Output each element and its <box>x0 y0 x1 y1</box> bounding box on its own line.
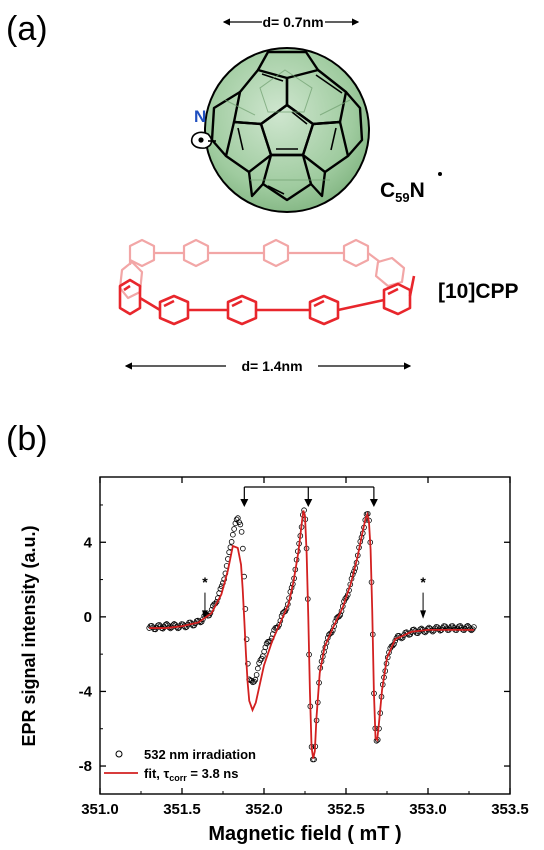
legend: 532 nm irradiation fit, τcorr = 3.8 ns <box>104 747 256 783</box>
legend-label-fit: fit, τcorr = 3.8 ns <box>144 766 238 783</box>
y-axis-ticks: -8 -4 0 4 <box>79 504 510 775</box>
panel-a-diagram: d= 0.7nm <box>118 14 519 374</box>
cpp-name-label: [10]CPP <box>438 280 519 303</box>
data-point <box>248 677 255 684</box>
data-point <box>235 515 241 521</box>
x-axis-ticks: 351.0 351.5 352.0 352.5 353.0 353.5 <box>81 477 529 818</box>
data-point <box>200 616 206 622</box>
data-point <box>163 621 170 627</box>
y-axis-label: EPR signal intensity (a.u.) <box>19 525 39 746</box>
epr-chart: 351.0 351.5 352.0 352.5 353.0 353.5 -8-404 * *… <box>19 476 529 845</box>
data-point <box>243 636 250 643</box>
asterisk-arrowhead <box>420 610 427 619</box>
fullerene-name-label: C59N <box>380 172 442 205</box>
panel-b-label: (b) <box>6 420 48 458</box>
x-tick-label: 351.0 <box>81 801 119 818</box>
bracket-arrowhead <box>304 499 313 507</box>
data-point <box>421 628 427 635</box>
y-tick-label: 0 <box>84 609 92 626</box>
data-point <box>253 672 260 678</box>
data-point <box>457 623 463 629</box>
fullerene-diameter-label: d= 0.7nm <box>262 14 323 30</box>
data-point <box>464 623 471 629</box>
data-point <box>228 539 235 545</box>
lone-pair-icon <box>190 131 216 149</box>
data-point <box>257 657 264 663</box>
bracket-arrowhead <box>240 499 249 507</box>
data-point <box>237 521 244 528</box>
x-tick-label: 353.5 <box>491 801 529 818</box>
cpp-nanohoop <box>118 238 416 326</box>
data-point <box>404 630 411 637</box>
asterisk-label: * <box>420 574 426 590</box>
asterisk-label: * <box>202 574 208 590</box>
x-axis-label: Magnetic field ( mT ) <box>208 823 401 845</box>
data-point <box>238 529 245 535</box>
asterisk-annotations: * * <box>201 574 427 619</box>
data-point <box>231 526 237 532</box>
data-point <box>262 644 269 651</box>
data-point <box>256 660 262 666</box>
y-tick-label: 4 <box>84 534 93 551</box>
data-point <box>207 610 214 616</box>
nitrogen-label: N <box>194 107 206 126</box>
data-point <box>245 660 251 667</box>
x-tick-label: 352.5 <box>327 801 365 818</box>
data-point <box>232 520 239 527</box>
peak-bracket <box>240 486 378 507</box>
cpp-diameter-label: d= 1.4nm <box>241 358 302 374</box>
x-tick-label: 352.0 <box>245 801 283 818</box>
svg-text:C59N: C59N <box>380 179 425 205</box>
fullerene-c59n <box>204 47 370 213</box>
data-point <box>230 531 236 538</box>
x-tick-label: 353.0 <box>409 801 447 818</box>
data-point <box>255 665 261 672</box>
y-tick-label: -8 <box>79 758 92 775</box>
y-tick-label: -4 <box>79 683 93 700</box>
x-tick-label: 351.5 <box>163 801 201 818</box>
fit-curve <box>149 510 474 759</box>
panel-a-label: (a) <box>6 10 48 48</box>
data-point <box>240 545 246 552</box>
legend-label-data: 532 nm irradiation <box>144 747 256 762</box>
legend-marker-data <box>115 750 123 758</box>
bracket-arrowhead <box>369 499 378 507</box>
